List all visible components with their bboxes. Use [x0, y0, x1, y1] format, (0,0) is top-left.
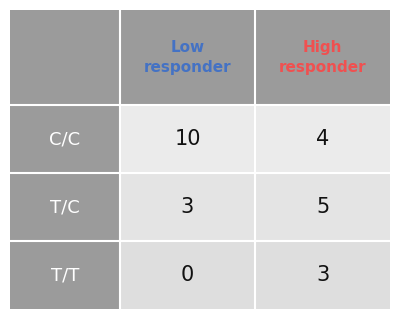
Bar: [255, 105, 390, 173]
Bar: [10, 173, 120, 241]
Text: 0: 0: [181, 265, 194, 285]
Bar: [255, 10, 390, 105]
Bar: [255, 173, 390, 241]
Bar: [120, 241, 255, 309]
Bar: [120, 10, 255, 105]
Text: responder: responder: [144, 60, 231, 75]
Bar: [10, 10, 120, 105]
Text: T/T: T/T: [51, 266, 79, 284]
Text: T/C: T/C: [50, 198, 80, 216]
Text: 3: 3: [181, 197, 194, 217]
Bar: [120, 105, 255, 173]
Text: 4: 4: [316, 129, 329, 149]
Bar: [10, 105, 120, 173]
Bar: [255, 241, 390, 309]
Bar: [120, 173, 255, 241]
Text: Low: Low: [170, 40, 204, 55]
Text: C/C: C/C: [50, 130, 80, 148]
Text: responder: responder: [279, 60, 366, 75]
Bar: [10, 241, 120, 309]
Text: 5: 5: [316, 197, 329, 217]
Text: High: High: [303, 40, 342, 55]
Text: 3: 3: [316, 265, 329, 285]
Text: 10: 10: [174, 129, 201, 149]
